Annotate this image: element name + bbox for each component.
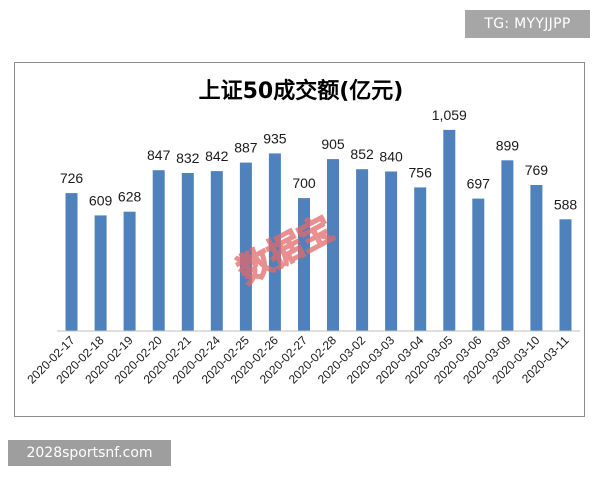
- bar-2020-03-09: [501, 160, 514, 331]
- value-label-2020-03-06: 697: [467, 176, 491, 192]
- value-label-2020-02-19: 628: [118, 189, 142, 205]
- bar-2020-02-17: [65, 193, 78, 331]
- value-label-2020-02-18: 609: [89, 192, 113, 208]
- value-label-2020-03-02: 852: [350, 146, 374, 162]
- value-label-2020-02-17: 726: [60, 170, 84, 186]
- bar-2020-02-26: [268, 153, 281, 331]
- bar-2020-03-02: [356, 169, 369, 331]
- bar-2020-03-11: [559, 219, 572, 331]
- value-label-2020-02-25: 887: [234, 140, 258, 156]
- bar-2020-02-28: [327, 159, 339, 331]
- value-label-2020-03-10: 769: [525, 162, 549, 178]
- bar-2020-02-19: [123, 211, 136, 331]
- x-tick-labels-group: 2020-02-172020-02-182020-02-192020-02-20…: [24, 333, 572, 387]
- bar-2020-03-10: [530, 185, 543, 331]
- bar-2020-03-05: [443, 129, 456, 331]
- value-label-2020-03-04: 756: [409, 164, 433, 180]
- value-label-2020-02-20: 847: [147, 147, 171, 163]
- watermark-tg: TG: MYYJJPP: [465, 10, 590, 38]
- bar-2020-02-18: [94, 215, 107, 331]
- value-label-2020-02-27: 700: [292, 175, 316, 191]
- bar-2020-02-24: [210, 171, 223, 331]
- bar-2020-03-04: [414, 187, 427, 331]
- value-label-2020-02-28: 905: [321, 136, 345, 152]
- bar-2020-02-27: [298, 198, 310, 331]
- value-label-2020-02-21: 832: [176, 150, 200, 166]
- value-label-2020-03-03: 840: [379, 149, 403, 165]
- chart-title: 上证50成交额(亿元): [199, 78, 404, 104]
- bar-2020-02-20: [152, 170, 165, 331]
- value-label-2020-03-09: 899: [496, 137, 520, 153]
- value-label-2020-03-05: 1,059: [432, 107, 467, 123]
- bar-2020-03-06: [472, 198, 485, 331]
- bar-2020-02-25: [239, 162, 252, 331]
- bar-chart: 上证50成交额(亿元) 726 609 628 847 832 842 887 935 700 9…: [24, 78, 580, 387]
- bar-2020-03-03: [385, 171, 398, 331]
- value-label-2020-02-24: 842: [205, 148, 229, 164]
- chart-frame: 上证50成交额(亿元) 726 609 628 847 832 842 887 935 700 9…: [14, 62, 585, 417]
- watermark-site: 2028sportsnf.com: [8, 440, 171, 466]
- value-label-2020-03-11: 588: [554, 196, 578, 212]
- value-label-2020-02-26: 935: [263, 130, 287, 146]
- bar-2020-02-21: [181, 173, 194, 331]
- value-labels-group: 726 609 628 847 832 842 887 935 700 905 852 840 756 1…: [60, 107, 578, 212]
- bars-group: [65, 129, 572, 331]
